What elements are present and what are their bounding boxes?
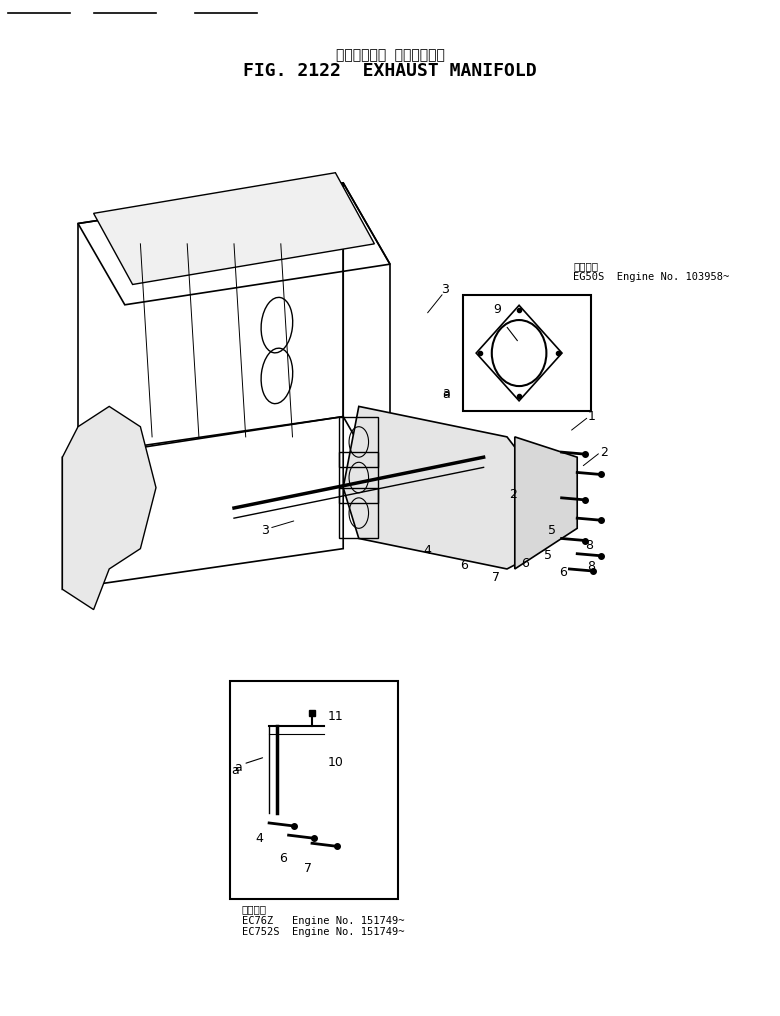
Text: 1: 1 — [587, 410, 595, 423]
Text: 10: 10 — [328, 756, 343, 768]
Text: 適用号機
EG50S  Engine No. 103958~: 適用号機 EG50S Engine No. 103958~ — [573, 261, 729, 282]
Polygon shape — [515, 437, 577, 569]
Text: 7: 7 — [304, 863, 312, 875]
Text: 3: 3 — [441, 283, 448, 296]
Text: a: a — [232, 764, 239, 776]
Text: 6: 6 — [521, 558, 529, 570]
Text: 3: 3 — [261, 524, 269, 536]
Text: 4: 4 — [424, 545, 431, 557]
Polygon shape — [62, 406, 156, 610]
Polygon shape — [94, 173, 374, 284]
Bar — [463, 295, 591, 411]
Text: 7: 7 — [492, 571, 500, 583]
Text: a: a — [234, 761, 242, 773]
Text: 8: 8 — [587, 561, 595, 573]
Text: 6: 6 — [460, 560, 468, 572]
Text: 8: 8 — [585, 539, 593, 552]
Text: 11: 11 — [328, 710, 343, 722]
Text: エキゾースト マニホールド: エキゾースト マニホールド — [335, 48, 445, 62]
Text: a: a — [442, 386, 450, 398]
Text: 9: 9 — [494, 304, 502, 316]
Text: 5: 5 — [548, 524, 556, 536]
Text: a: a — [442, 388, 450, 400]
Text: 適用号機
EC76Z   Engine No. 151749~
EC752S  Engine No. 151749~: 適用号機 EC76Z Engine No. 151749~ EC752S Eng… — [242, 904, 404, 938]
Text: FIG. 2122  EXHAUST MANIFOLD: FIG. 2122 EXHAUST MANIFOLD — [243, 62, 537, 80]
Text: 2: 2 — [509, 489, 517, 501]
Bar — [230, 681, 398, 899]
Text: 4: 4 — [255, 832, 263, 844]
Polygon shape — [343, 406, 546, 569]
Text: 6: 6 — [559, 566, 567, 578]
Text: 2: 2 — [601, 446, 608, 458]
Text: 6: 6 — [279, 852, 287, 865]
Text: 5: 5 — [544, 550, 552, 562]
